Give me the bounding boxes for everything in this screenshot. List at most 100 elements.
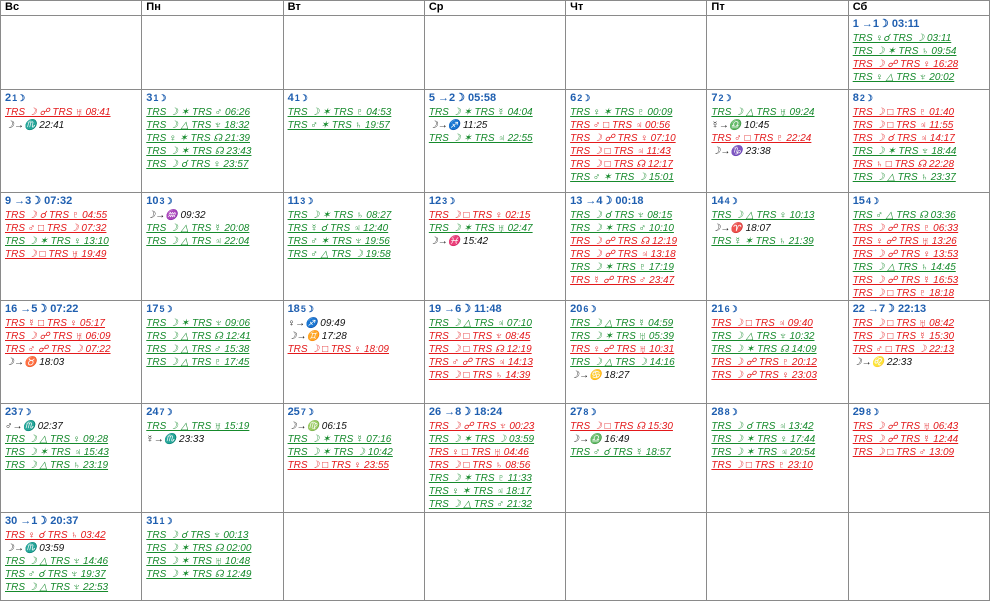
aspect-event: TRS ♀ ☌ TRS ♄ 03:42 — [5, 529, 106, 541]
day-number: 26 — [428, 405, 442, 418]
aspect-event: TRS ☽ ✶ TRS ☿ 04:04 — [428, 107, 533, 119]
aspect-event: TRS ☽ □ TRS ♅ 19:49 — [5, 248, 107, 260]
day-cell[interactable]: 288☽ TRS ☽ ☌ TRS ♃ 13:42 TRS ☽ ✶ TRS ♀ 17:… — [706, 402, 849, 513]
day-cell[interactable]: 311☽ TRS ☽ ☌ TRS ♆ 00:13 TRS ☽ ✶ TRS ☊ 02:… — [141, 511, 284, 601]
day-cell[interactable]: 247☽ TRS ☽ △ TRS ♅ 15:19 ☿→♏ 23:33 — [141, 402, 284, 513]
day-cell[interactable]: 30 →1☽ 20:37 TRS ♀ ☌ TRS ♄ 03:42 ☽→♏ 03:59 T… — [0, 511, 143, 601]
day-cell[interactable]: 216☽ TRS ☽ □ TRS ♃ 09:40 TRS ☽ △ TRS ♆ 10:… — [706, 300, 849, 404]
day-cell[interactable]: 9 →3☽ 07:32 TRS ☽ ☌ TRS ♇ 04:55 TRS ♂ □ TRS… — [0, 191, 143, 302]
empty-day-cell[interactable] — [565, 14, 708, 91]
lunar-day-start: →7☽ 22:13 — [867, 303, 927, 316]
day-header: 1 →1☽ 03:11 — [853, 17, 985, 32]
day-cell[interactable]: 237☽ ♂→♏ 02:37 TRS ☽ △ TRS ♀ 09:28 TRS ☽ ✶ … — [0, 402, 143, 513]
day-header: 154☽ — [853, 194, 985, 209]
day-cell[interactable]: 113☽ TRS ☽ ✶ TRS ♄ 08:27 TRS ☿ ☌ TRS ♃ 12:… — [282, 191, 425, 302]
aspect-event: TRS ☽ △ TRS ♂ 21:32 — [428, 498, 532, 510]
aspect-event: TRS ♂ ☍ TRS ♃ 14:13 — [428, 357, 533, 369]
empty-day-cell[interactable] — [282, 511, 425, 601]
aspect-event: TRS ☽ ✶ TRS ♂ 06:26 — [146, 107, 251, 119]
aspect-event: TRS ☽ □ TRS ♄ 14:39 — [428, 370, 531, 382]
day-cell[interactable]: 1 →1☽ 03:11 TRS ♀☌ TRS ☽ 03:11 TRS ☽ ✶ TRS … — [847, 14, 990, 91]
empty-day-cell[interactable] — [141, 14, 284, 91]
day-cell[interactable]: 41☽ TRS ☽ ✶ TRS ♇ 04:53 TRS ♂ ✶ TRS ♄ 19:5… — [282, 89, 425, 193]
aspect-event: TRS ☽ ✶ TRS ♀ 13:10 — [5, 235, 109, 247]
aspect-event: TRS ☽ ☌ TRS ♆ 00:13 — [146, 529, 249, 541]
aspect-event: TRS ☽ □ TRS ♀ 18:09 — [287, 344, 389, 356]
empty-day-cell[interactable] — [847, 511, 990, 601]
day-cell[interactable]: 206☽ TRS ☽ △ TRS ☿ 04:59 TRS ☽ ✶ TRS ♅ 05:… — [565, 300, 708, 404]
aspect-event: TRS ☽ ☍ TRS ♀ 23:03 — [711, 370, 817, 382]
empty-day-cell[interactable] — [423, 511, 567, 601]
aspect-event: TRS ☿ ☍ TRS ♂ 23:47 — [570, 274, 675, 286]
day-cell[interactable]: 5 →2☽ 05:58 TRS ☽ ✶ TRS ☿ 04:04 ☽→♐ 11:25 TR… — [423, 89, 567, 193]
day-cell[interactable]: 123☽ TRS ☽ □ TRS ♀ 02:15 TRS ☽ ✶ TRS ♅ 02:… — [423, 191, 567, 302]
empty-day-cell[interactable] — [282, 14, 425, 91]
day-header: 22 →7☽ 22:13 — [853, 302, 985, 317]
empty-day-cell[interactable] — [706, 14, 849, 91]
aspect-event: TRS ☽ ✶ TRS ☊ 14:09 — [711, 344, 817, 356]
day-cell[interactable]: 62☽ TRS ♀ ✶ TRS ♇ 00:09 TRS ♂ □ TRS ♃ 00:5… — [565, 89, 708, 193]
day-cell[interactable]: 257☽ ☽→♍ 06:15 TRS ☽ ✶ TRS ☿ 07:16 TRS ☽ ✶ … — [282, 402, 425, 513]
aspect-event: TRS ☽ ☌ TRS ♃ 14:17 — [852, 133, 955, 145]
day-cell[interactable]: 278☽ TRS ☽ □ TRS ☊ 15:30 ☽→♎ 16:49 TRS ♂ ☌ … — [565, 402, 708, 513]
ingress-event: ☽→♋ 18:27 — [570, 370, 630, 382]
aspect-event: TRS ☽ △ TRS ♂ 15:38 — [146, 344, 250, 356]
day-number: 21 — [711, 303, 724, 316]
aspect-event: TRS ☽ ☍ TRS ♅ 08:41 — [5, 107, 111, 119]
day-cell[interactable]: 21☽ TRS ☽ ☍ TRS ♅ 08:41 ☽→♏ 22:41 — [0, 89, 143, 193]
ingress-event: ☿→♎ 10:45 — [711, 120, 770, 132]
day-cell[interactable]: 22 →7☽ 22:13 TRS ☽ □ TRS ♅ 08:42 TRS ☽ □ TR… — [847, 300, 990, 404]
aspect-event: TRS ♀ ✶ TRS ☊ 21:39 — [146, 133, 250, 145]
day-number: 16 — [5, 303, 18, 316]
aspect-event: TRS ☽ ✶ TRS ☊ 23:43 — [146, 146, 252, 158]
aspect-event: TRS ♂ ✶ TRS ♆ 19:56 — [287, 235, 390, 247]
aspect-event: TRS ♂ ✶ TRS ♄ 19:57 — [287, 120, 390, 132]
aspect-event: TRS ☽ ☌ TRS ♇ 04:55 — [5, 209, 108, 221]
day-header: 21☽ — [5, 91, 137, 106]
aspect-event: TRS ☿ ✶ TRS ♄ 21:39 — [711, 235, 814, 247]
aspect-event: TRS ☽ ☍ TRS ☿ 12:44 — [852, 433, 959, 445]
day-number: 15 — [852, 194, 865, 207]
day-cell[interactable]: 72☽ TRS ☽ △ TRS ♅ 09:24 ☿→♎ 10:45 TRS ♂ □ T… — [706, 89, 849, 193]
aspect-event: TRS ☽ ✶ TRS ♄ 08:27 — [287, 209, 392, 221]
aspect-event: TRS ♂ ☌ TRS ☿ 18:57 — [570, 446, 671, 458]
aspect-event: TRS ☽ △ TRS ♆ 10:32 — [711, 331, 815, 343]
day-cell[interactable]: 144☽ TRS ☽ △ TRS ♀ 10:13 ☽→♈ 18:07 TRS ☿ ✶ … — [706, 191, 849, 302]
empty-day-cell[interactable] — [0, 14, 143, 91]
day-number: 9 — [5, 194, 12, 207]
day-cell[interactable]: 298☽ TRS ☽ ☍ TRS ♅ 06:43 TRS ☽ ☍ TRS ☿ 12:… — [847, 402, 990, 513]
day-cell[interactable]: 185☽ ♀→♐ 09:49 ☽→♊ 17:28 TRS ☽ □ TRS ♀ 18:0… — [282, 300, 425, 404]
day-cell[interactable]: 31☽ TRS ☽ ✶ TRS ♂ 06:26 TRS ☽ △ TRS ♆ 18:3… — [141, 89, 284, 193]
aspect-event: TRS ☽ △ TRS ♇ 17:45 — [146, 357, 250, 369]
day-header: 247☽ — [146, 405, 278, 420]
day-cell[interactable]: 13 →4☽ 00:18 TRS ☽ ☌ TRS ♆ 08:15 TRS ☽ ✶ TR… — [565, 191, 708, 302]
aspect-event: TRS ♂ □ TRS ☽ 22:13 — [852, 344, 955, 356]
lunar-day-start: →4☽ 00:18 — [585, 194, 644, 207]
lunar-day-start: →1☽ 20:37 — [20, 514, 79, 527]
day-cell[interactable]: 175☽ TRS ☽ ✶ TRS ♆ 09:06 TRS ☽ △ TRS ☊ 12:… — [141, 300, 284, 404]
empty-day-cell[interactable] — [706, 511, 849, 601]
weekday-wed: Ср — [423, 0, 567, 16]
week-row: 1 →1☽ 03:11 TRS ♀☌ TRS ☽ 03:11 TRS ☽ ✶ TRS … — [0, 14, 990, 91]
aspect-event: TRS ☽ △ TRS ♆ 18:32 — [146, 120, 250, 132]
aspect-event: TRS ☽ △ TRS ♀ 10:13 — [711, 209, 815, 221]
empty-day-cell[interactable] — [423, 14, 567, 91]
aspect-event: TRS ☽ □ TRS ☊ 12:17 — [570, 159, 673, 171]
day-cell[interactable]: 19 →6☽ 11:48 TRS ☽ △ TRS ♃ 07:10 TRS ☽ □ TR… — [423, 300, 567, 404]
day-cell[interactable]: 16 →5☽ 07:22 TRS ☿ □ TRS ♀ 05:17 TRS ☽ ☍ TR… — [0, 300, 143, 404]
day-cell[interactable]: 154☽ TRS ♂ △ TRS ☊ 03:36 TRS ☽ ☍ TRS ♇ 06:… — [847, 191, 990, 302]
lunar-day-start: →6☽ 11:48 — [444, 303, 502, 316]
day-cell[interactable]: 103☽ ☽→♒ 09:32 TRS ☽ △ TRS ☿ 20:08 TRS ☽ △ … — [141, 191, 284, 302]
aspect-event: TRS ♀ ☍ TRS ♅ 13:26 — [852, 235, 957, 247]
aspect-event: TRS ☽ ☌ TRS ♆ 08:15 — [570, 209, 673, 221]
week-row: 30 →1☽ 20:37 TRS ♀ ☌ TRS ♄ 03:42 ☽→♏ 03:59 T… — [0, 511, 990, 601]
lunar-day-label: 5☽ — [300, 304, 314, 315]
day-number: 5 — [428, 92, 435, 105]
aspect-event: TRS ☽ ☍ TRS ♀ 13:53 — [852, 248, 959, 260]
day-cell[interactable]: 82☽ TRS ☽ □ TRS ♇ 01:40 TRS ☽ □ TRS ♃ 11:5… — [847, 89, 990, 193]
aspect-event: TRS ☽ ☍ TRS ♇ 06:33 — [852, 222, 959, 234]
weekday-tue: Вт — [282, 0, 425, 16]
empty-day-cell[interactable] — [565, 511, 708, 601]
day-cell[interactable]: 26 →8☽ 18:24 TRS ☽ ☍ TRS ♆ 00:23 TRS ☽ ✶ TR… — [423, 402, 567, 513]
lunar-day-label: 4☽ — [724, 195, 738, 206]
